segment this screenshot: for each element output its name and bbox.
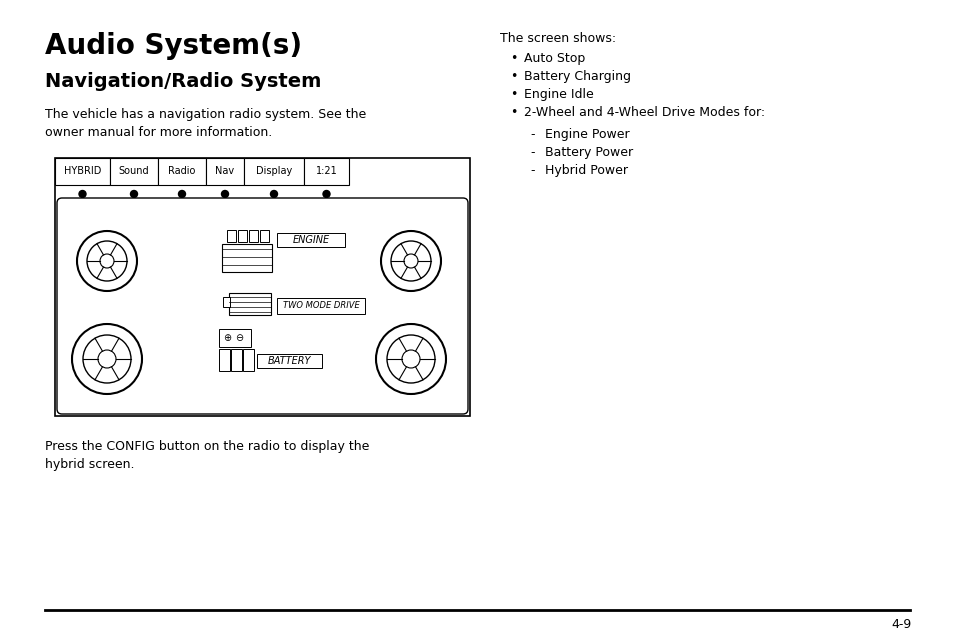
Text: •: •: [510, 106, 517, 119]
Bar: [222, 244, 273, 272]
Text: Press the CONFIG button on the radio to display the
hybrid screen.: Press the CONFIG button on the radio to …: [45, 440, 369, 471]
Bar: [55, 158, 470, 416]
Bar: [260, 230, 269, 242]
FancyBboxPatch shape: [277, 233, 345, 247]
Text: Battery Power: Battery Power: [544, 146, 633, 159]
Circle shape: [221, 191, 229, 198]
Text: ⊕: ⊕: [223, 333, 232, 343]
Text: Nav: Nav: [215, 167, 234, 177]
Circle shape: [387, 335, 435, 383]
Text: Audio System(s): Audio System(s): [45, 32, 302, 60]
Bar: [206, 158, 244, 185]
Text: -: -: [530, 128, 534, 141]
Text: Hybrid Power: Hybrid Power: [544, 164, 627, 177]
Text: Radio: Radio: [168, 167, 195, 177]
Text: •: •: [510, 88, 517, 101]
Circle shape: [375, 324, 446, 394]
Circle shape: [71, 324, 142, 394]
Text: Engine Power: Engine Power: [544, 128, 629, 141]
Bar: [232, 349, 242, 371]
Circle shape: [380, 231, 440, 291]
FancyBboxPatch shape: [277, 298, 365, 314]
Bar: [158, 158, 206, 185]
Text: •: •: [510, 70, 517, 83]
Text: 4-9: 4-9: [891, 618, 911, 631]
Text: Engine Idle: Engine Idle: [523, 88, 593, 101]
Text: Battery Charging: Battery Charging: [523, 70, 630, 83]
Bar: [223, 297, 231, 307]
Text: Auto Stop: Auto Stop: [523, 52, 584, 65]
Text: HYBRID: HYBRID: [64, 167, 101, 177]
Bar: [227, 230, 236, 242]
Text: •: •: [510, 52, 517, 65]
Circle shape: [131, 191, 137, 198]
Circle shape: [79, 191, 86, 198]
FancyBboxPatch shape: [57, 198, 468, 414]
Text: ⊖: ⊖: [235, 333, 243, 343]
Text: TWO MODE DRIVE: TWO MODE DRIVE: [283, 302, 359, 311]
Text: The vehicle has a navigation radio system. See the
owner manual for more informa: The vehicle has a navigation radio syste…: [45, 108, 366, 139]
Bar: [110, 158, 158, 185]
Text: Sound: Sound: [118, 167, 150, 177]
Bar: [219, 329, 252, 347]
Circle shape: [271, 191, 277, 198]
Circle shape: [178, 191, 185, 198]
Circle shape: [401, 350, 419, 368]
Bar: [243, 349, 254, 371]
Bar: [238, 230, 247, 242]
Circle shape: [98, 350, 116, 368]
FancyBboxPatch shape: [257, 354, 322, 368]
Circle shape: [87, 241, 127, 281]
Bar: [244, 158, 304, 185]
Bar: [250, 230, 258, 242]
Text: 2-Wheel and 4-Wheel Drive Modes for:: 2-Wheel and 4-Wheel Drive Modes for:: [523, 106, 764, 119]
Bar: [219, 349, 231, 371]
Circle shape: [323, 191, 330, 198]
Bar: [230, 293, 272, 315]
Text: -: -: [530, 164, 534, 177]
Text: ENGINE: ENGINE: [293, 235, 330, 245]
Text: BATTERY: BATTERY: [268, 356, 311, 366]
Circle shape: [403, 254, 417, 268]
Circle shape: [100, 254, 113, 268]
Circle shape: [77, 231, 137, 291]
Text: 1:21: 1:21: [315, 167, 337, 177]
Bar: [55, 158, 110, 185]
Text: Display: Display: [255, 167, 292, 177]
Circle shape: [391, 241, 431, 281]
Bar: [304, 158, 349, 185]
Text: Navigation/Radio System: Navigation/Radio System: [45, 72, 321, 91]
Circle shape: [83, 335, 131, 383]
Text: The screen shows:: The screen shows:: [499, 32, 616, 45]
Text: -: -: [530, 146, 534, 159]
